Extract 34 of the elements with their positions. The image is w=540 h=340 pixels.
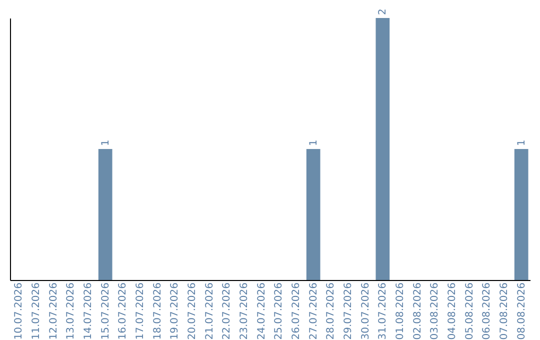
x-tick-label: 18.07.2026 (152, 282, 164, 340)
x-tick-label: 25.07.2026 (274, 282, 285, 340)
x-tick-label: 30.07.2026 (360, 282, 372, 340)
x-tick-label: 15.07.2026 (100, 282, 112, 340)
x-tick-label: 21.07.2026 (204, 282, 216, 340)
x-tick-label: 13.07.2026 (66, 282, 77, 340)
x-tick-label: 03.08.2026 (430, 282, 441, 340)
x-tick-label: 04.08.2026 (447, 282, 458, 340)
x-tick-label: 07.08.2026 (499, 282, 510, 340)
x-tick-label: 06.08.2026 (482, 282, 493, 340)
x-tick-label: 11.07.2026 (31, 282, 42, 340)
data-label: 1 (308, 140, 320, 146)
x-tick-label: 14.07.2026 (83, 282, 94, 340)
x-tick-label: 17.07.2026 (135, 282, 146, 340)
x-tick-label: 19.07.2026 (170, 282, 181, 340)
x-tick-label: 16.07.2026 (118, 282, 129, 340)
x-tick-label: 01.08.2026 (395, 282, 406, 340)
x-tick-label: 23.07.2026 (239, 282, 250, 340)
x-tick-label: 08.08.2026 (516, 282, 528, 340)
data-label: 1 (100, 140, 112, 146)
x-tick-label: 26.07.2026 (291, 282, 302, 340)
x-tick-label: 12.07.2026 (48, 282, 60, 340)
x-tick-label: 20.07.2026 (187, 282, 198, 340)
x-tick-label: 27.07.2026 (308, 282, 320, 340)
x-tick-label: 10.07.2026 (14, 282, 25, 340)
data-label: 2 (378, 8, 389, 15)
x-tick-label: 31.07.2026 (378, 282, 389, 340)
x-tick-label: 24.07.2026 (256, 282, 268, 340)
x-tick-label: 05.08.2026 (464, 282, 476, 340)
x-tick-label: 22.07.2026 (222, 282, 233, 340)
x-tick-label: 02.08.2026 (412, 282, 424, 340)
data-label: 1 (516, 140, 528, 146)
x-tick-label: 29.07.2026 (343, 282, 354, 340)
x-tick-label: 28.07.2026 (326, 282, 337, 340)
